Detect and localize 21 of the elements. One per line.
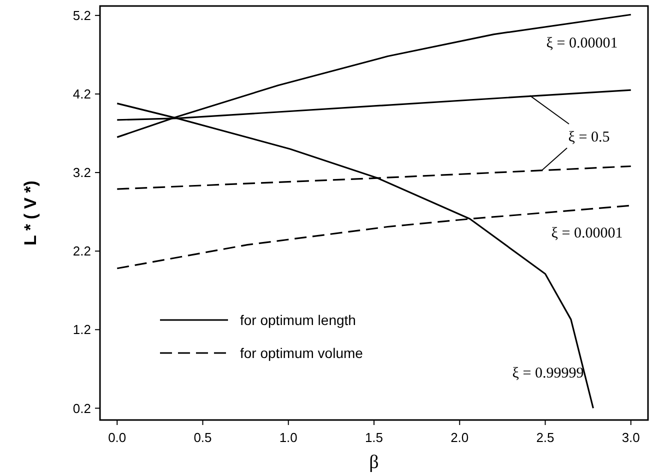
annotation: ξ = 0.00001 — [546, 35, 618, 52]
x-tick-label: 3.0 — [622, 430, 640, 445]
y-tick-label: 3.2 — [72, 165, 91, 180]
x-tick-label: 0.0 — [108, 430, 126, 445]
annotation: ξ = 0.00001 — [551, 225, 623, 242]
y-tick-label: 4.2 — [72, 86, 91, 102]
annotation: ξ = 0.99999 — [512, 365, 584, 382]
x-tick-label: 0.5 — [194, 430, 212, 445]
annotation: ξ = 0.5 — [568, 129, 610, 146]
y-axis-title: L * ( V *) — [21, 180, 40, 246]
legend-label: for optimum length — [240, 312, 356, 328]
x-tick-label: 1.5 — [364, 430, 384, 445]
x-axis-title: β — [369, 452, 379, 473]
y-tick-label: 0.2 — [72, 400, 91, 416]
legend-label: for optimum volume — [240, 344, 364, 361]
y-tick-label: 5.2 — [72, 8, 91, 23]
x-tick-label: 2.5 — [536, 430, 554, 445]
y-tick-label: 2.2 — [72, 244, 91, 259]
x-tick-label: 1.0 — [279, 430, 298, 445]
x-tick-label: 2.0 — [450, 430, 469, 445]
y-tick-label: 1.2 — [72, 322, 91, 338]
